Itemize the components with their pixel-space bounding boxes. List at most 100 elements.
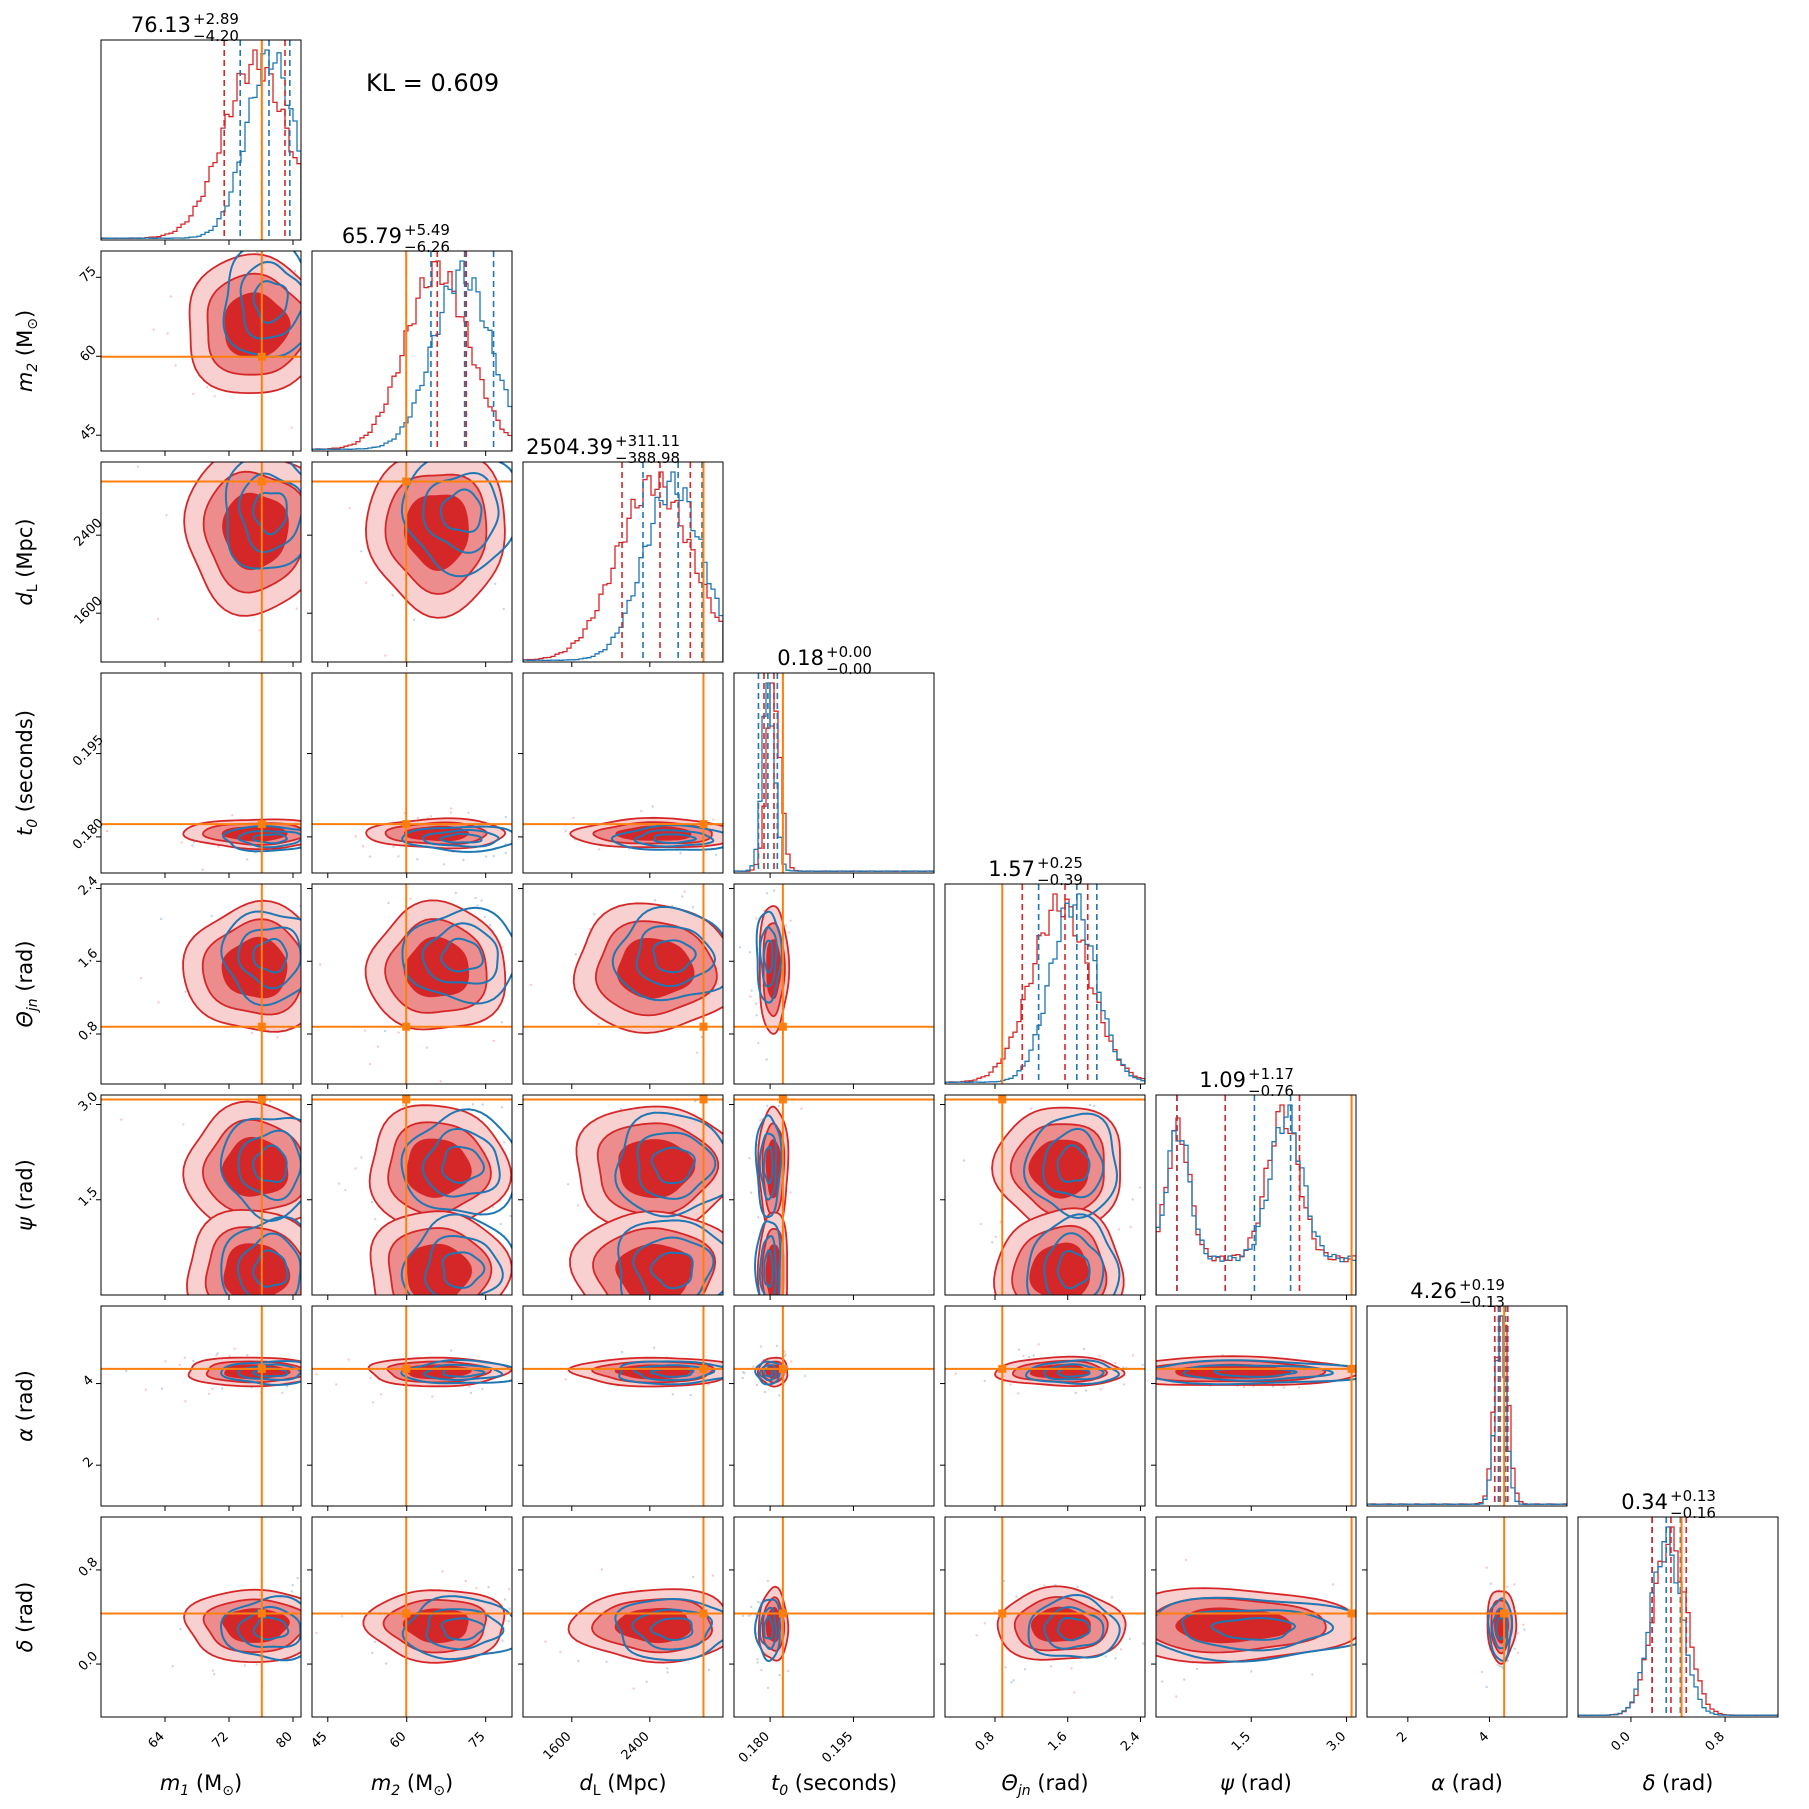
- scatter-point: [750, 1605, 753, 1609]
- scatter-point: [314, 1393, 316, 1395]
- scatter-point: [1104, 1655, 1107, 1658]
- blue-credible-contour: [440, 1617, 486, 1641]
- scatter-point: [312, 258, 314, 260]
- scatter-point: [304, 1343, 306, 1345]
- scatter-point: [216, 414, 218, 416]
- scatter-point: [1496, 1663, 1499, 1666]
- scatter-point: [1446, 1360, 1448, 1362]
- scatter-point: [1129, 1225, 1132, 1229]
- scatter-point: [1012, 1679, 1015, 1682]
- scatter-point: [1135, 1302, 1137, 1304]
- scatter-point: [1489, 1582, 1493, 1585]
- y-tick-label: 4: [80, 1373, 96, 1389]
- scatter-point: [295, 607, 298, 610]
- scatter-point: [182, 1123, 185, 1126]
- scatter-point: [679, 851, 682, 855]
- blue-credible-contour: [220, 1215, 301, 1295]
- scatter-point: [379, 1393, 383, 1396]
- scatter-point: [726, 1362, 728, 1364]
- scatter-point: [620, 1350, 624, 1354]
- y-axis-label-5: ψ (rad): [13, 1159, 37, 1231]
- scatter-point: [499, 1222, 502, 1226]
- scatter-point: [766, 1686, 770, 1690]
- scatter-point: [192, 392, 195, 396]
- blue-credible-contour: [237, 1363, 301, 1382]
- panel-frame: [1155, 1094, 1357, 1296]
- histogram-title-minus: −0.39: [1037, 871, 1083, 889]
- scatter-point: [527, 934, 529, 936]
- blue-credible-contour: [652, 939, 697, 974]
- panel-frame: [733, 883, 935, 1085]
- y-tick-label: 2.4: [76, 873, 101, 898]
- panel-frame: [1155, 1305, 1357, 1507]
- scatter-point: [342, 521, 344, 523]
- scatter-point: [1311, 1673, 1314, 1676]
- scatter-point: [368, 1062, 372, 1066]
- histogram-title-plus: +5.49: [404, 221, 450, 239]
- scatter-point: [164, 1360, 167, 1363]
- scatter-point: [211, 1669, 215, 1672]
- scatter-point: [216, 1352, 219, 1355]
- x-axis-label-6: α (rad): [1431, 1771, 1503, 1795]
- scatter-point: [517, 1648, 519, 1650]
- scatter-point: [340, 1236, 342, 1238]
- blue-credible-contour: [425, 1608, 505, 1651]
- scatter-point: [337, 1182, 341, 1185]
- scatter-point: [1110, 1596, 1114, 1599]
- scatter-point: [307, 1614, 309, 1616]
- scatter-point: [429, 815, 433, 818]
- panel-frame: [944, 1516, 1146, 1718]
- scatter-point: [564, 1378, 567, 1381]
- scatter-point: [597, 1022, 601, 1026]
- x-tick-label: 1600: [541, 1729, 575, 1763]
- scatter-point: [983, 1379, 986, 1383]
- scatter-point: [815, 1378, 817, 1380]
- scatter-point: [691, 906, 695, 909]
- histogram-6: 4.26 +0.19−0.13: [1366, 1276, 1568, 1511]
- scatter-point: [645, 1680, 648, 1683]
- blue-credible-contour: [441, 1251, 486, 1289]
- panel-frame: [1366, 1516, 1568, 1718]
- scatter-point: [758, 1119, 762, 1122]
- scatter-point: [600, 1568, 603, 1571]
- scatter-point: [651, 805, 654, 808]
- blue-credible-contour: [763, 1248, 774, 1288]
- blue-credible-contour: [400, 1359, 512, 1385]
- scatter-point: [492, 1205, 495, 1209]
- scatter-point: [766, 1104, 769, 1108]
- scatter-point: [542, 1258, 544, 1260]
- scatter-point: [156, 617, 160, 621]
- scatter-point: [1131, 1198, 1134, 1201]
- scatter-point: [449, 1349, 453, 1352]
- red-credible-contour: [403, 494, 469, 572]
- scatter-point: [666, 1667, 669, 1670]
- scatter-point: [307, 1306, 309, 1308]
- scatter-point: [1331, 1583, 1335, 1586]
- histogram-title-minus: −388.98: [615, 449, 680, 467]
- scatter-point: [550, 1255, 552, 1257]
- scatter-point: [653, 899, 657, 902]
- scatter-point: [348, 1162, 350, 1164]
- scatter-point: [763, 1390, 767, 1394]
- scatter-point: [184, 990, 187, 993]
- panel-frame: [100, 1305, 302, 1507]
- scatter-point: [755, 917, 758, 920]
- blue-credible-contour: [221, 825, 301, 853]
- blue-credible-contour: [440, 937, 484, 973]
- truth-marker: [402, 820, 411, 829]
- scatter-point: [500, 1106, 504, 1109]
- scatter-point: [524, 975, 526, 977]
- scatter-point: [211, 1387, 214, 1391]
- scatter-point: [753, 1200, 755, 1202]
- scatter-point: [1412, 1669, 1414, 1671]
- scatter-point: [313, 414, 315, 416]
- scatter-point: [449, 811, 452, 814]
- scatter-point: [1137, 1371, 1139, 1373]
- scatter-point: [979, 1222, 982, 1226]
- blue-credible-contour: [650, 1146, 696, 1185]
- y-tick-label: 0.8: [76, 1555, 101, 1580]
- truth-marker: [699, 1364, 708, 1373]
- scatter-point: [549, 1126, 551, 1128]
- y-axis-label-7: δ (rad): [13, 1582, 37, 1653]
